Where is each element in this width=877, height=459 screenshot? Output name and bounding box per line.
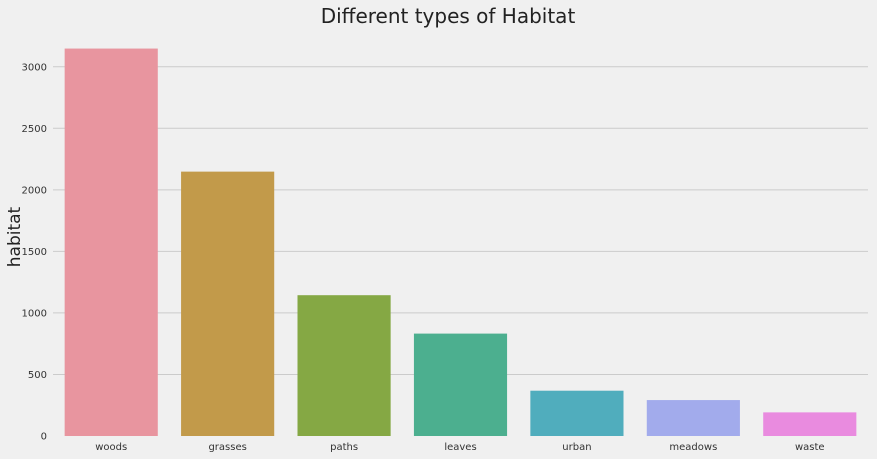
y-axis-label: habitat xyxy=(5,206,25,267)
x-tick-label-waste: waste xyxy=(795,442,825,453)
chart-title: Different types of Habitat xyxy=(321,4,576,28)
y-tick-label: 3000 xyxy=(22,62,47,73)
y-tick-label: 2500 xyxy=(22,124,47,135)
x-tick-label-paths: paths xyxy=(330,442,358,453)
x-tick-label-woods: woods xyxy=(95,442,127,453)
x-tick-labels: woods grasses paths leaves urban meadows waste xyxy=(95,442,824,453)
bar-leaves xyxy=(413,333,508,436)
x-tick-label-urban: urban xyxy=(562,442,591,453)
y-tick-label: 1500 xyxy=(22,247,47,258)
y-tick-label: 2000 xyxy=(22,185,47,196)
bar-woods xyxy=(64,48,158,437)
bar-urban xyxy=(530,390,624,436)
bar-grasses xyxy=(181,171,275,436)
bar-paths xyxy=(297,295,391,436)
bars xyxy=(64,48,857,437)
bar-waste xyxy=(763,412,857,436)
x-tick-label-grasses: grasses xyxy=(208,442,246,453)
y-tick-labels: 0 500 1000 1500 2000 2500 3000 xyxy=(22,62,47,442)
bar-meadows xyxy=(646,400,740,436)
y-tick-label: 500 xyxy=(28,370,47,381)
x-tick-label-leaves: leaves xyxy=(444,442,476,453)
y-tick-label: 1000 xyxy=(22,308,47,319)
x-tick-label-meadows: meadows xyxy=(669,442,717,453)
y-tick-label: 0 xyxy=(41,432,47,443)
